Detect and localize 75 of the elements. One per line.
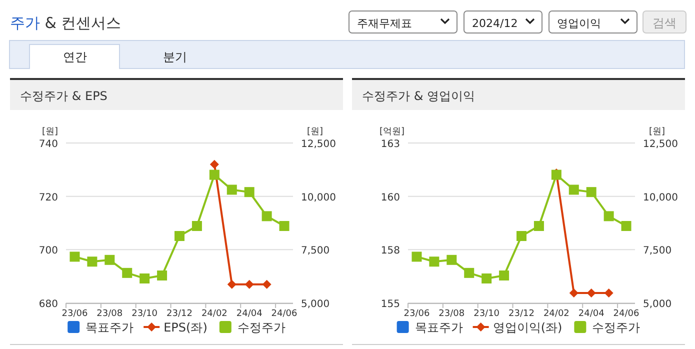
- y2-tick-label: 7,500: [301, 246, 330, 257]
- point: [429, 256, 440, 267]
- x-tick-label: 24/02: [543, 309, 570, 319]
- point: [209, 170, 220, 180]
- x-tick-label: 24/06: [613, 309, 640, 319]
- x-tick-label: 24/06: [271, 309, 298, 319]
- y2-tick-label: 12,500: [301, 139, 336, 150]
- y-axis-title: [원]: [42, 127, 58, 137]
- point: [104, 254, 115, 265]
- text: 2024/12: [472, 17, 518, 30]
- y2-tick-label: 10,000: [643, 192, 678, 204]
- y-tick-label: 740: [38, 139, 58, 150]
- x-tick-label: 24/04: [236, 309, 263, 319]
- point: [279, 220, 290, 231]
- y-tick-label: 700: [38, 246, 58, 257]
- x-tick-label: 23/06: [62, 309, 88, 319]
- legend-label: 수정주가: [592, 320, 640, 334]
- x-tick-label: 23/08: [96, 309, 123, 319]
- y2-tick-label: 10,000: [301, 192, 336, 204]
- point: [174, 231, 184, 242]
- legend-label: EPS(좌): [164, 320, 208, 334]
- x-tick-label: 23/06: [404, 309, 430, 319]
- point: [446, 254, 457, 265]
- y-tick-label: 155: [380, 299, 400, 310]
- text: 주가 & 컨센서스: [10, 14, 122, 32]
- point: [551, 170, 562, 180]
- y-tick-label: 158: [380, 246, 400, 257]
- text: 연간: [63, 50, 87, 64]
- point: [621, 220, 632, 231]
- chart-title: 수정주가 & 영업이익: [362, 89, 475, 103]
- x-tick-label: 24/04: [578, 309, 605, 319]
- x-tick-label: 23/10: [474, 309, 500, 319]
- point: [70, 252, 80, 262]
- text: 분기: [163, 50, 187, 64]
- point: [534, 220, 544, 231]
- x-tick-label: 24/02: [201, 309, 228, 319]
- point: [192, 220, 202, 231]
- point: [499, 270, 510, 280]
- y2-axis-title: [원]: [648, 127, 666, 137]
- y-tick-label: 680: [38, 299, 58, 310]
- point: [568, 184, 579, 195]
- point: [122, 268, 132, 278]
- point: [157, 270, 168, 280]
- text: 영업이익: [557, 17, 601, 30]
- point: [586, 187, 596, 198]
- legend-label: 목표주가: [414, 320, 463, 334]
- text: 주재무제표: [357, 17, 412, 30]
- point: [226, 184, 237, 195]
- x-tick-label: 23/12: [166, 309, 192, 319]
- y-axis-title: [억원]: [379, 127, 405, 137]
- point: [87, 256, 98, 267]
- x-tick-label: 23/10: [132, 309, 158, 319]
- point: [412, 252, 422, 262]
- point: [262, 211, 272, 222]
- point: [140, 273, 150, 284]
- point: [604, 211, 614, 222]
- chart-title: 수정주가 & EPS: [20, 89, 108, 103]
- point: [244, 187, 254, 198]
- y-tick-label: 163: [380, 139, 400, 150]
- y2-tick-label: 5,000: [643, 299, 672, 310]
- text: 검색: [652, 16, 676, 30]
- y2-tick-label: 5,000: [301, 299, 330, 310]
- legend-label: 영업이익(좌): [492, 320, 562, 334]
- x-tick-label: 23/12: [508, 309, 534, 319]
- point: [482, 273, 492, 284]
- x-tick-label: 23/08: [438, 309, 465, 319]
- y2-tick-label: 7,500: [643, 246, 672, 257]
- y-tick-label: 720: [38, 192, 58, 204]
- point: [516, 231, 526, 242]
- y2-axis-title: [원]: [306, 127, 324, 137]
- legend-label: 수정주가: [237, 320, 286, 334]
- point: [464, 268, 474, 278]
- y2-tick-label: 12,500: [643, 139, 678, 150]
- y-tick-label: 160: [380, 192, 400, 204]
- legend-label: 목표주가: [86, 320, 134, 334]
